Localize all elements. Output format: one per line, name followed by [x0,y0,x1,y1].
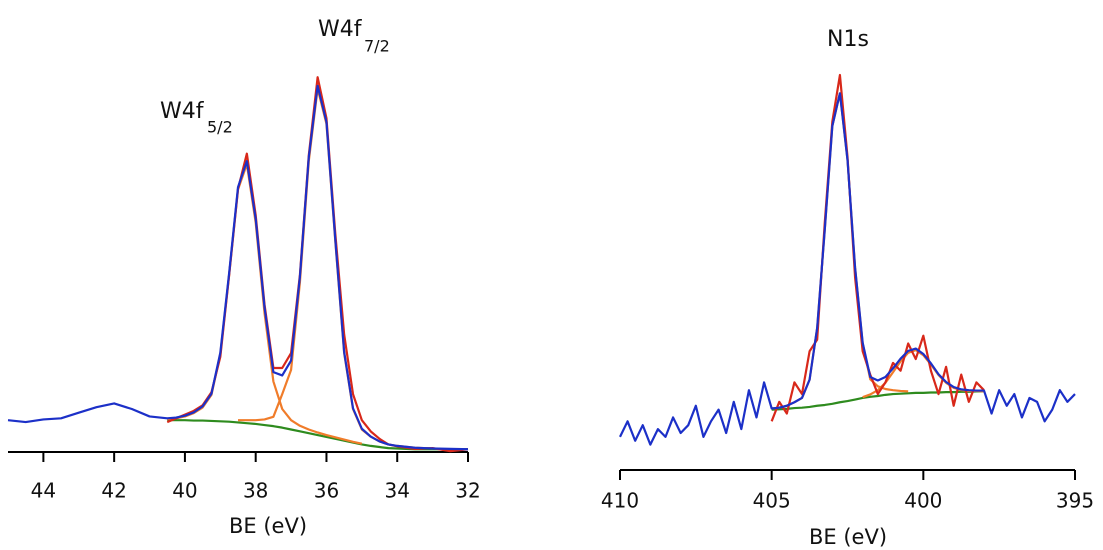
peak-label: W4f [160,99,205,124]
x-tick-label: 400 [904,489,942,513]
peak-label: W4f [318,17,363,42]
x-tick-label: 36 [314,479,339,503]
x-tick-label: 410 [601,489,639,513]
x-tick-label: 32 [455,479,480,503]
x-axis-label: BE (eV) [229,514,307,538]
spectrum-line [238,87,433,450]
x-tick-label: 38 [243,479,268,503]
x-tick-label: 40 [172,479,197,503]
x-tick-label: 395 [1056,489,1094,513]
peak-label-subscript: 5/2 [207,118,233,137]
panel-title: N1s [827,27,869,52]
spectrum-line [771,92,909,410]
x-tick-label: 34 [385,479,410,503]
x-axis-label: BE (eV) [809,525,887,549]
x-tick-label: 42 [101,479,126,503]
spectrum-line [771,390,984,411]
peak-label-subscript: 7/2 [364,37,390,56]
spectrum-line [167,419,468,451]
x-tick-label: 44 [31,479,56,503]
spectrum-line [770,73,985,422]
spectrum-line [619,92,1076,446]
panel: 410 405 400 395 BE (eV) N1s [601,27,1094,549]
spectrum-line [7,84,469,451]
x-tick-label: 405 [753,489,791,513]
